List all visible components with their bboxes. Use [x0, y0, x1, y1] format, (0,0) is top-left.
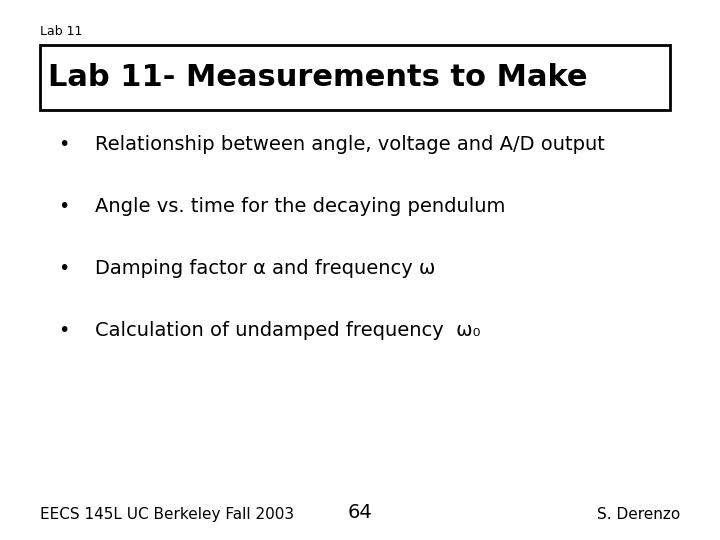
Text: Lab 11- Measurements to Make: Lab 11- Measurements to Make — [48, 63, 588, 92]
Text: •: • — [58, 136, 69, 154]
Text: Relationship between angle, voltage and A/D output: Relationship between angle, voltage and … — [95, 136, 605, 154]
Text: Damping factor α and frequency ω: Damping factor α and frequency ω — [95, 260, 436, 279]
Text: •: • — [58, 260, 69, 279]
FancyBboxPatch shape — [40, 45, 670, 110]
Text: •: • — [58, 198, 69, 217]
Text: Calculation of undamped frequency  ω₀: Calculation of undamped frequency ω₀ — [95, 321, 480, 341]
Text: 64: 64 — [348, 503, 372, 522]
Text: Lab 11: Lab 11 — [40, 25, 82, 38]
Text: S. Derenzo: S. Derenzo — [597, 507, 680, 522]
Text: •: • — [58, 321, 69, 341]
Text: EECS 145L UC Berkeley Fall 2003: EECS 145L UC Berkeley Fall 2003 — [40, 507, 294, 522]
Text: Angle vs. time for the decaying pendulum: Angle vs. time for the decaying pendulum — [95, 198, 505, 217]
